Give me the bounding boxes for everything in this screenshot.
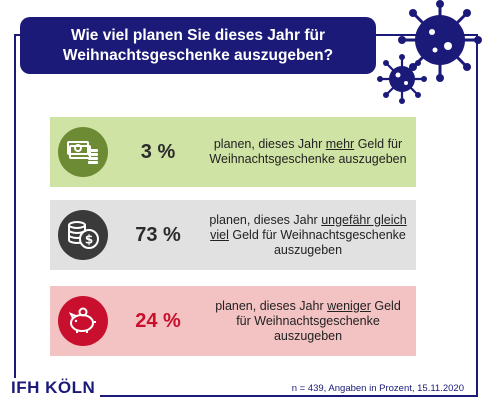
row-less-percent: 24 % (135, 309, 181, 332)
row-less-text-before: planen, dieses Jahr (215, 298, 328, 313)
row-more-text-emph: mehr (325, 137, 355, 151)
title-line-1: Wie viel planen Sie dieses Jahr für (71, 26, 325, 44)
row-same-text: planen, dieses Jahr ungefähr gleich viel… (208, 213, 416, 258)
piggy-bank-icon (68, 307, 96, 333)
row-more-percent: 3 % (140, 140, 176, 163)
ifh-logo: IFH KÖLN (6, 378, 101, 398)
row-less-text: planen, dieses Jahr weniger Geld für Wei… (208, 299, 416, 344)
row-less-icon-badge (58, 296, 108, 346)
virus-small-icon (377, 54, 427, 104)
row-same-text-after: Geld für Weihnachtsgeschenke auszugeben (228, 227, 406, 257)
row-same: $ 73 % planen, dieses Jahr ungefähr glei… (50, 200, 416, 270)
row-more-text: planen, dieses Jahr mehr Geld für Weihna… (208, 137, 416, 167)
row-more-icon-badge (58, 127, 108, 177)
row-same-percent: 73 % (135, 223, 181, 246)
row-less: 24 % planen, dieses Jahr weniger Geld fü… (50, 286, 416, 356)
title-line-2: Weihnachtsgeschenke auszugeben? (62, 46, 334, 64)
row-more: 3 % planen, dieses Jahr mehr Geld für We… (50, 117, 416, 187)
row-same-text-emph: ungefähr gleich viel (210, 212, 407, 242)
row-less-text-emph: weniger (327, 298, 371, 313)
row-more-text-before: planen, dieses Jahr (213, 137, 326, 151)
row-more-text-after: Geld für Weihnachtsgeschenke auszugeben (209, 137, 407, 166)
row-same-icon-badge: $ (58, 210, 108, 260)
virus-large-icon (398, 0, 482, 82)
row-same-text-before: planen, dieses Jahr (209, 212, 322, 227)
coins-icon: $ (68, 221, 99, 249)
money-stack-icon (67, 141, 98, 164)
chart-title: Wie viel planen Sie dieses Jahr für Weih… (20, 17, 376, 74)
svg-text:$: $ (85, 233, 93, 247)
source-note: n = 439, Angaben in Prozent, 15.11.2020 (287, 383, 468, 394)
row-less-text-after: Geld für Weihnachtsgeschenke auszugeben (236, 298, 401, 343)
